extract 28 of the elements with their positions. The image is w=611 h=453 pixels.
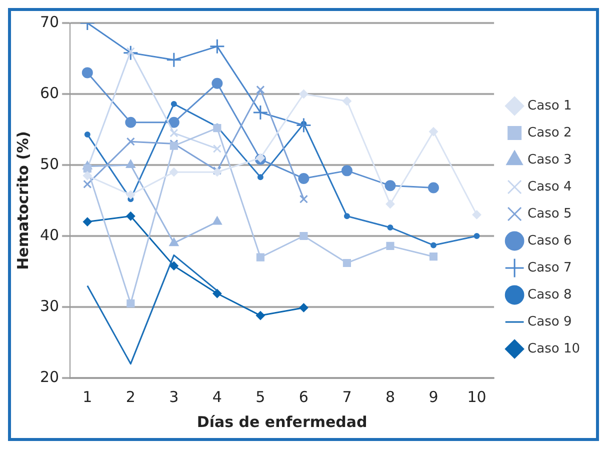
legend-label: Caso 6 bbox=[528, 233, 572, 248]
x-tick-label: 4 bbox=[212, 388, 222, 406]
x-tick-label: 10 bbox=[467, 388, 486, 406]
y-tick-label: 40 bbox=[40, 226, 60, 244]
x-tick-label: 2 bbox=[126, 388, 136, 406]
y-tick-label: 60 bbox=[40, 84, 60, 102]
x-tick-label: 9 bbox=[428, 388, 438, 406]
legend-label: Caso 7 bbox=[528, 260, 572, 276]
x-tick-label: 3 bbox=[169, 388, 179, 406]
legend-label: Caso 5 bbox=[528, 206, 572, 222]
y-axis-title: Hematocrito (%) bbox=[14, 131, 32, 270]
x-axis-title: Días de enfermedad bbox=[196, 412, 368, 431]
x-tick-label: 8 bbox=[385, 388, 395, 406]
y-tick-label: 50 bbox=[40, 154, 60, 173]
x-tick-label: 6 bbox=[298, 388, 308, 406]
y-tick-label: 70 bbox=[40, 12, 60, 31]
legend-label: Caso 10 bbox=[528, 341, 580, 356]
legend-label: Caso 1 bbox=[528, 98, 572, 114]
x-tick-label: 1 bbox=[82, 388, 92, 406]
x-tick-label: 7 bbox=[342, 388, 352, 406]
y-tick-label: 20 bbox=[40, 368, 60, 386]
legend-label: Caso 4 bbox=[528, 179, 572, 194]
x-tick-label: 5 bbox=[256, 388, 266, 406]
legend-label: Caso 3 bbox=[528, 152, 572, 168]
y-tick-label: 30 bbox=[40, 296, 60, 315]
legend-label: Caso 9 bbox=[528, 314, 572, 330]
legend-label: Caso 2 bbox=[528, 125, 572, 140]
legend-label: Caso 8 bbox=[528, 287, 572, 302]
